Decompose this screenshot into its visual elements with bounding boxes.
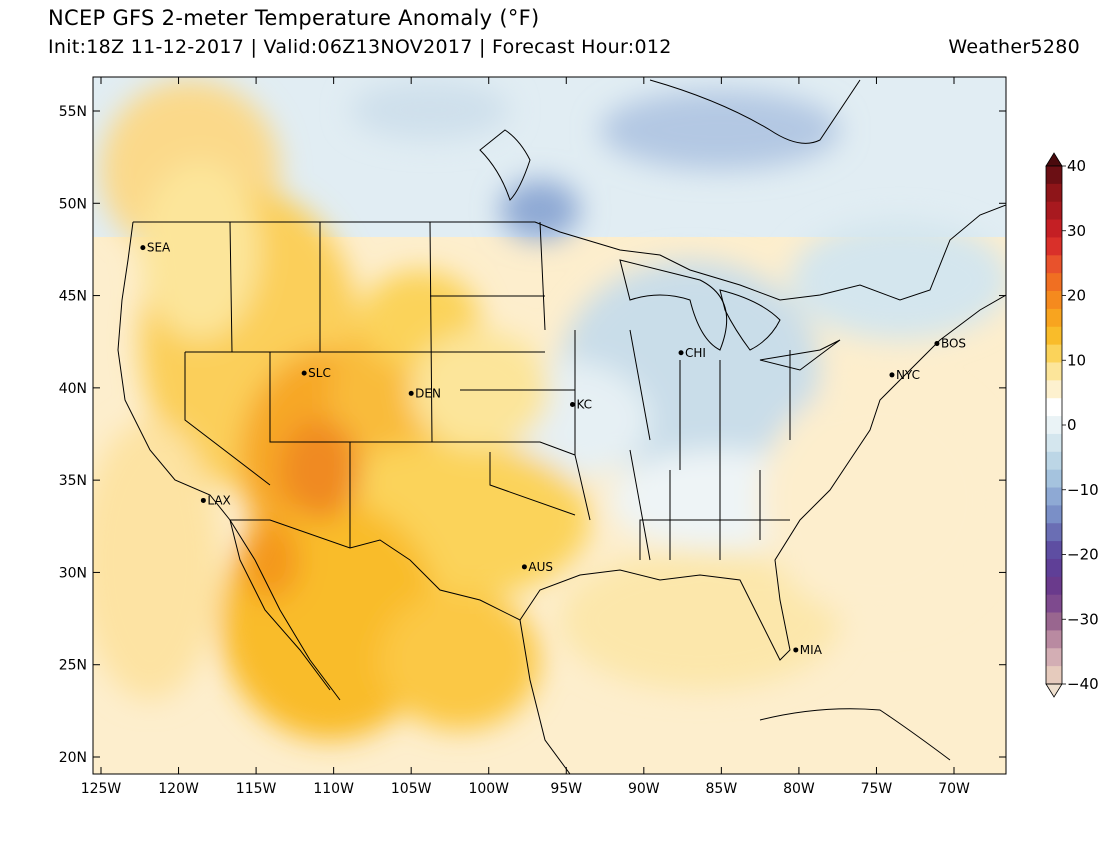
boundary-lines (117, 79, 1006, 774)
colorbar-swatch (1046, 344, 1062, 363)
city-dot (793, 647, 799, 653)
city-label: KC (576, 397, 592, 411)
colorbar-swatch (1046, 612, 1062, 631)
lon-tick-label: 85W (706, 781, 738, 797)
city-label: LAX (207, 493, 230, 507)
colorbar-swatch (1046, 558, 1062, 578)
colorbar-swatch (1046, 648, 1062, 667)
colorbar-swatch (1046, 308, 1062, 328)
colorbar-swatch (1046, 505, 1062, 524)
lon-tick-label: 70W (938, 781, 970, 797)
colorbar-swatch (1046, 469, 1062, 488)
lat-tick-label: 45N (59, 289, 87, 305)
colorbar-swatch (1046, 291, 1062, 310)
map-border (92, 76, 1007, 775)
colorbar-label: 40 (1067, 157, 1086, 175)
colorbar-swatch (1046, 166, 1062, 185)
colorbar-swatch (1046, 380, 1062, 399)
lat-tick-label: 50N (59, 196, 87, 212)
colorbar: 40 30 20 10 0 −10 −20 −30 −40 (1045, 152, 1099, 698)
city-dot (889, 372, 895, 378)
lon-tick-label: 105W (391, 781, 432, 797)
city-dot (200, 497, 206, 503)
colorbar-swatch (1046, 541, 1062, 560)
lon-tick-label: 95W (550, 781, 582, 797)
brand-label: Weather5280 (948, 36, 1080, 58)
city-dot (301, 370, 307, 376)
colorbar-label: −20 (1067, 546, 1099, 564)
colorbar-swatch (1046, 362, 1062, 381)
colorbar-swatch (1046, 201, 1062, 220)
city-dot (934, 341, 940, 347)
lat-tick-label: 25N (59, 658, 87, 674)
anomaly-field (93, 77, 1006, 774)
colorbar-swatch (1046, 273, 1062, 292)
lat-tick-label: 40N (59, 381, 87, 397)
city-label: CHI (685, 346, 706, 360)
city-label: SLC (308, 366, 331, 380)
colorbar-swatch (1046, 487, 1062, 506)
colorbar-label: −30 (1067, 610, 1099, 628)
colorbar-label: 0 (1067, 416, 1077, 434)
lat-tick-label: 30N (59, 565, 87, 581)
colorbar-swatch (1046, 326, 1062, 346)
lon-tick-label: 100W (468, 781, 509, 797)
city-dot (569, 401, 575, 407)
city-markers: SEA SLC DEN LAX AUS KC CHI NYC BOS MIA (140, 241, 966, 657)
colorbar-label: 20 (1067, 287, 1086, 305)
colorbar-swatch (1046, 594, 1062, 613)
city-label: NYC (896, 368, 920, 382)
colorbar-swatch (1046, 255, 1062, 274)
colorbar-swatch (1046, 433, 1062, 453)
colorbar-swatch (1046, 219, 1062, 238)
lon-tick-label: 75W (861, 781, 893, 797)
lat-tick-label: 55N (59, 104, 87, 120)
colorbar-label: 10 (1067, 351, 1086, 369)
colorbar-label: −40 (1067, 675, 1099, 693)
lat-tick-label: 35N (59, 473, 87, 489)
colorbar-swatch (1046, 451, 1062, 471)
lon-tick-label: 115W (236, 781, 277, 797)
lon-tick-label: 110W (313, 781, 354, 797)
colorbar-swatch (1046, 523, 1062, 542)
city-dot (678, 350, 684, 356)
colorbar-swatch (1046, 666, 1062, 685)
colorbar-label: −10 (1067, 481, 1099, 499)
lon-tick-label: 80W (783, 781, 815, 797)
map-subtitle: Init:18Z 11-12-2017 | Valid:06Z13NOV2017… (48, 36, 672, 58)
lon-tick-label: 90W (628, 781, 660, 797)
city-label: MIA (800, 643, 823, 657)
city-label: AUS (528, 560, 553, 574)
colorbar-max-arrow (1045, 152, 1063, 167)
lon-tick-label: 120W (158, 781, 199, 797)
city-dot (521, 564, 527, 570)
city-dot (408, 390, 414, 396)
longitude-axis: 125W 120W 115W 110W 105W 100W 95W 90W 85W 80W 75W 7… (81, 77, 970, 797)
colorbar-swatch (1046, 237, 1062, 256)
colorbar-swatch (1046, 416, 1062, 435)
colorbar-swatch (1046, 576, 1062, 596)
colorbar-swatch (1046, 183, 1062, 203)
city-label: SEA (147, 241, 171, 255)
map-title: NCEP GFS 2-meter Temperature Anomaly (°F… (48, 6, 540, 30)
lat-tick-label: 20N (59, 750, 87, 766)
city-label: BOS (941, 337, 966, 351)
latitude-axis: 55N 50N 45N 40N 35N 30N 25N 20N (59, 104, 1006, 766)
city-dot (140, 245, 146, 251)
colorbar-label: 30 (1067, 222, 1086, 240)
lon-tick-label: 125W (81, 781, 122, 797)
city-label: DEN (415, 386, 441, 400)
colorbar-swatch (1046, 398, 1062, 417)
colorbar-min-arrow (1045, 683, 1063, 698)
colorbar-swatch (1046, 630, 1062, 649)
